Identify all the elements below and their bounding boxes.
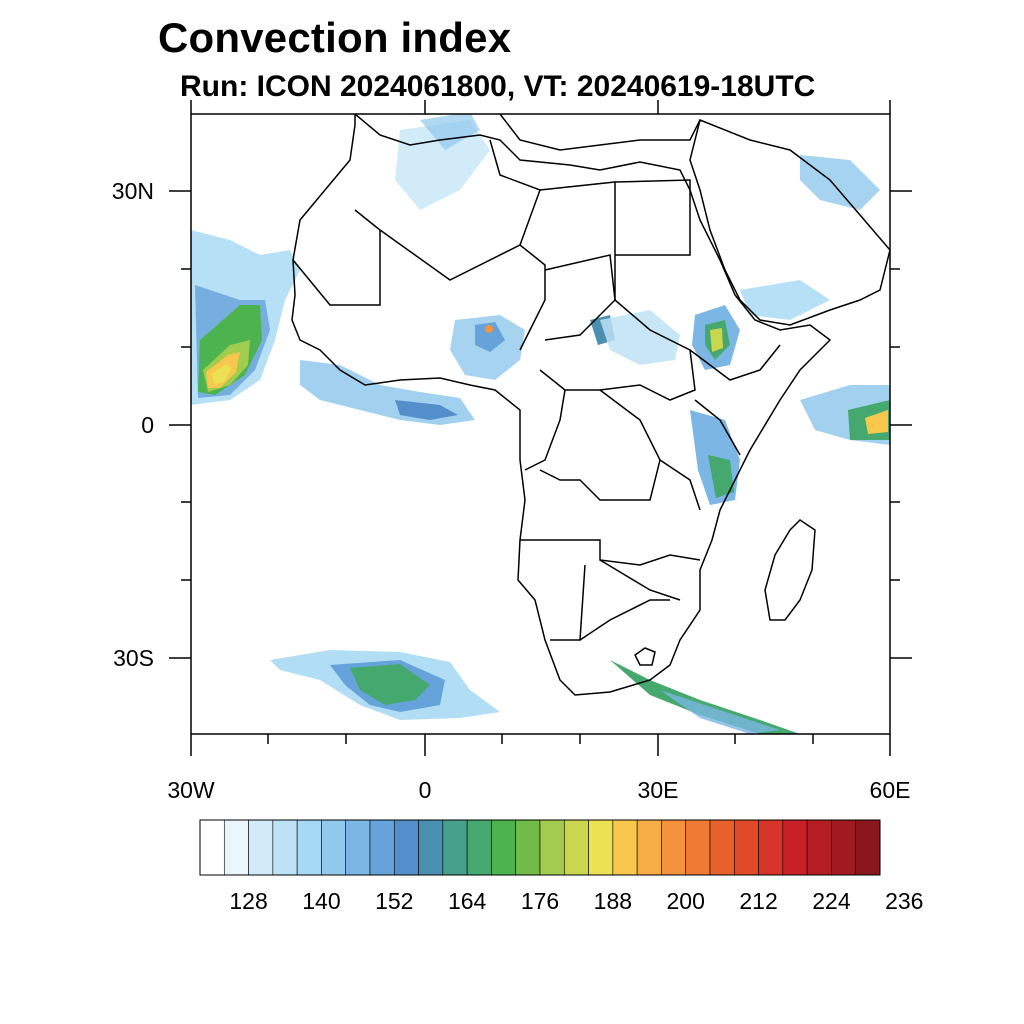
colorbar-swatch — [685, 819, 711, 876]
lat-label-30n: 30N — [111, 178, 154, 204]
colorbar-swatch — [223, 819, 249, 876]
colorbar-tick-label: 164 — [447, 888, 487, 914]
country-border — [579, 599, 670, 641]
convection-field — [191, 114, 890, 734]
convection-area — [600, 310, 680, 365]
convection-area — [865, 410, 888, 434]
colorbar-swatch — [466, 819, 492, 876]
country-border — [519, 189, 541, 246]
colorbar-tick-label: 176 — [520, 888, 560, 914]
colorbar-swatch — [806, 819, 832, 876]
lon-label-60e: 60E — [869, 777, 911, 803]
lesotho-border — [634, 647, 656, 666]
colorbar-swatch — [199, 819, 225, 876]
madagascar-coastline — [764, 519, 816, 621]
colorbar — [199, 819, 881, 876]
colorbar-swatch — [345, 819, 371, 876]
colorbar-swatch — [321, 819, 347, 876]
convection-area — [420, 114, 480, 150]
country-border — [520, 539, 701, 566]
colorbar-swatch — [442, 819, 468, 876]
map-frame — [190, 113, 891, 735]
colorbar-swatch — [855, 819, 881, 876]
lat-label-30s: 30S — [113, 645, 154, 671]
map-title: Convection index — [158, 14, 512, 61]
colorbar-swatch — [636, 819, 662, 876]
colorbar-swatch — [539, 819, 565, 876]
colorbar-tick-label: 200 — [666, 888, 705, 914]
convection-area — [212, 364, 232, 384]
lat-label-0: 0 — [141, 412, 154, 438]
africa-coastline — [291, 114, 832, 696]
axis-ticks — [169, 100, 912, 756]
colorbar-tick-label: 188 — [593, 888, 633, 914]
colorbar-tick-label: 236 — [885, 888, 924, 914]
colorbar-tick-label: 140 — [302, 888, 341, 914]
lon-label-0: 0 — [418, 777, 432, 803]
convection-core — [485, 325, 493, 333]
colorbar-swatch — [272, 819, 298, 876]
colorbar-tick-label: 212 — [739, 888, 778, 914]
country-border — [539, 299, 696, 401]
country-border — [614, 179, 691, 256]
country-border — [539, 389, 661, 501]
mediterranean-coastline — [499, 114, 701, 151]
arabia-coastline — [689, 118, 890, 326]
colorbar-swatch — [393, 819, 419, 876]
convection-area — [660, 690, 780, 734]
country-border — [689, 344, 781, 381]
coastlines — [291, 114, 890, 696]
colorbar-swatch — [369, 819, 395, 876]
colorbar-swatch — [491, 819, 517, 876]
lon-label-30e: 30E — [637, 777, 679, 803]
country-border — [694, 399, 741, 456]
colorbar-swatch — [831, 819, 857, 876]
country-border — [550, 564, 586, 641]
colorbar-swatch — [296, 819, 322, 876]
colorbar-swatch — [782, 819, 808, 876]
colorbar-swatch — [515, 819, 541, 876]
colorbar-tick-label: 128 — [229, 888, 268, 914]
country-border — [524, 389, 566, 471]
colorbar-swatch — [588, 819, 614, 876]
convection-area — [740, 280, 830, 320]
colorbar-outline — [199, 819, 881, 876]
map-subtitle: Run: ICON 2024061800, VT: 20240619-18UTC — [180, 70, 816, 103]
convection-area — [475, 322, 505, 352]
colorbar-tick-label: 152 — [375, 888, 414, 914]
colorbar-swatch — [709, 819, 735, 876]
convection-area — [395, 120, 490, 210]
convection-area — [610, 660, 800, 734]
colorbar-swatch — [661, 819, 687, 876]
country-border — [599, 559, 681, 601]
lon-label-30w: 30W — [167, 777, 215, 803]
colorbar-swatch — [418, 819, 444, 876]
colorbar-swatch — [248, 819, 274, 876]
country-border — [379, 229, 546, 351]
convection-area — [800, 155, 880, 210]
colorbar-tick-label: 224 — [812, 888, 851, 914]
convection-area — [710, 328, 723, 352]
country-border — [659, 459, 701, 511]
colorbar-swatch — [563, 819, 589, 876]
convection-area — [395, 400, 458, 420]
convection-area — [350, 664, 430, 705]
country-border — [292, 209, 381, 306]
colorbar-swatch — [758, 819, 784, 876]
convection-area — [708, 455, 734, 498]
colorbar-swatch — [733, 819, 759, 876]
colorbar-swatch — [612, 819, 638, 876]
